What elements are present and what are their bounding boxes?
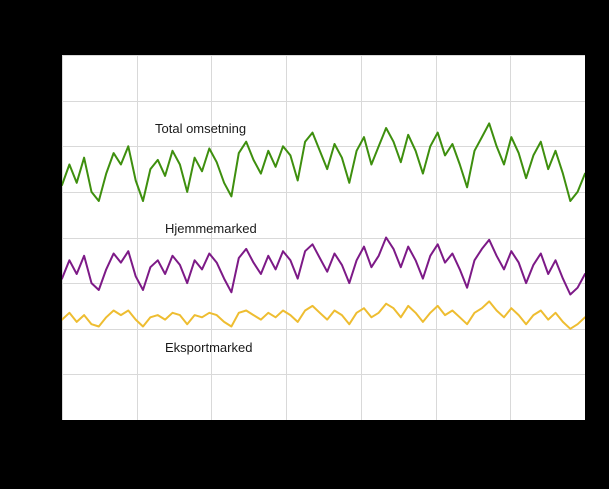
chart-plot-area: Total omsetning Hjemmemarked Eksportmark… [62, 55, 585, 420]
series-line-total-omsetning [62, 122, 585, 202]
series-line-eksportmarked [62, 300, 585, 330]
line-chart [62, 55, 585, 420]
series-line-hjemmemarked [62, 236, 585, 296]
